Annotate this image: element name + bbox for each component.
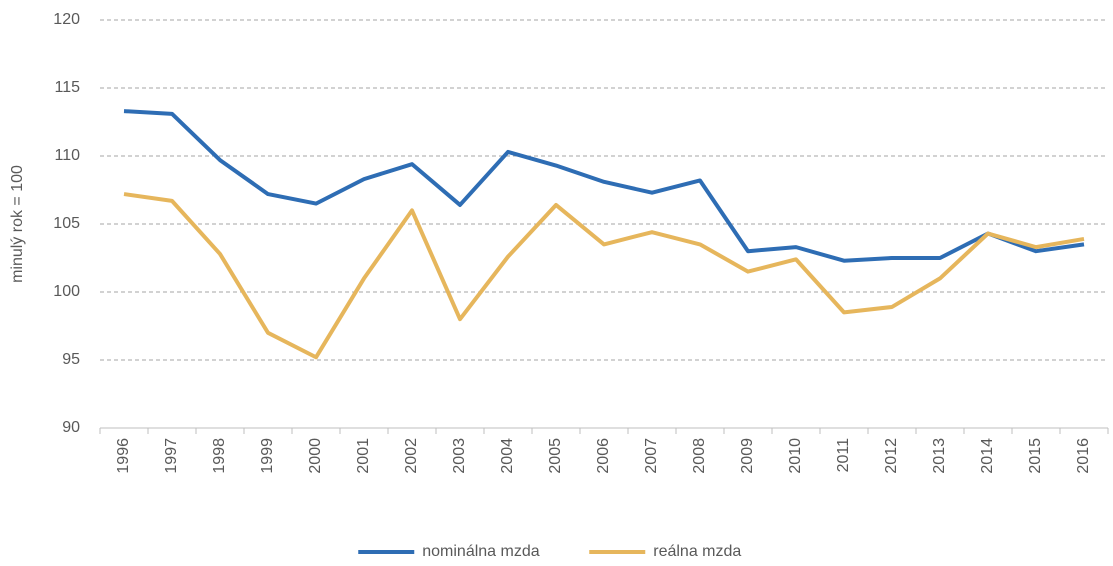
x-tick-label: 2016 xyxy=(1075,438,1092,474)
x-tick-label: 2004 xyxy=(499,438,516,474)
x-tick-label: 2012 xyxy=(883,438,900,474)
x-tick-label: 1998 xyxy=(211,438,228,474)
x-tick-label: 1997 xyxy=(163,438,180,474)
x-tick-label: 2014 xyxy=(979,438,996,474)
y-tick-label: 120 xyxy=(53,11,80,28)
x-tick-label: 1996 xyxy=(115,438,132,474)
y-tick-label: 100 xyxy=(53,283,80,300)
x-tick-label: 2009 xyxy=(739,438,756,474)
legend-label: nominálna mzda xyxy=(422,543,540,560)
x-tick-label: 2015 xyxy=(1027,438,1044,474)
y-tick-label: 115 xyxy=(54,79,80,96)
y-axis-label: minulý rok = 100 xyxy=(9,165,26,283)
x-tick-label: 2013 xyxy=(931,438,948,474)
x-tick-label: 2006 xyxy=(595,438,612,474)
x-tick-label: 1999 xyxy=(259,438,276,474)
y-tick-label: 90 xyxy=(62,419,80,436)
data-line xyxy=(123,109,1085,263)
legend-label: reálna mzda xyxy=(653,543,741,560)
x-tick-label: 2005 xyxy=(547,438,564,474)
y-tick-label: 105 xyxy=(53,215,80,232)
data-line xyxy=(123,192,1085,360)
x-tick-label: 2001 xyxy=(355,438,372,474)
x-tick-label: 2003 xyxy=(451,438,468,474)
x-tick-label: 2008 xyxy=(691,438,708,474)
x-tick-label: 2000 xyxy=(307,438,324,474)
y-tick-label: 95 xyxy=(62,351,80,368)
x-tick-label: 2007 xyxy=(643,438,660,474)
x-tick-label: 2010 xyxy=(787,438,804,474)
y-tick-label: 110 xyxy=(54,147,80,164)
x-tick-label: 2002 xyxy=(403,438,420,474)
x-tick-label: 2011 xyxy=(835,438,852,473)
